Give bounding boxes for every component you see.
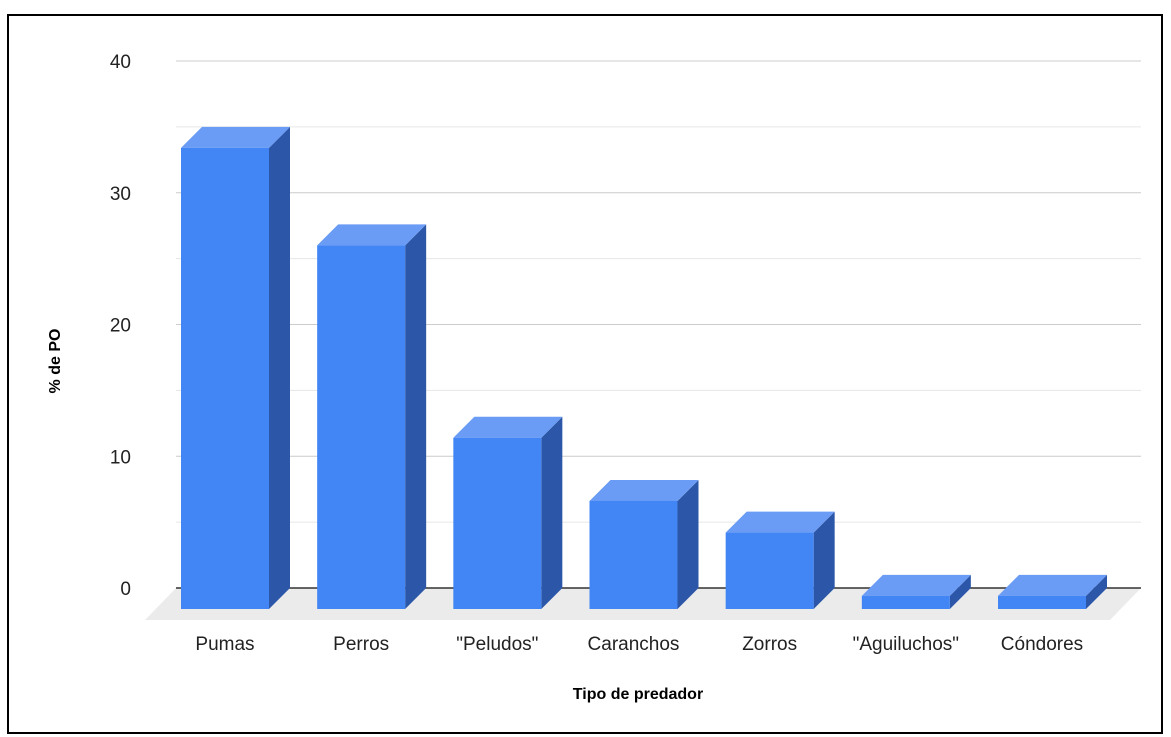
x-tick-label: Pumas bbox=[195, 634, 254, 655]
bar-side bbox=[813, 511, 835, 609]
y-tick-label: 30 bbox=[110, 184, 131, 205]
x-tick-label: Cóndores bbox=[1001, 634, 1083, 655]
bar-top bbox=[181, 126, 290, 148]
x-tick-label: Caranchos bbox=[588, 634, 680, 655]
bar-top bbox=[861, 574, 971, 596]
bar-front bbox=[725, 532, 814, 609]
bar-side bbox=[1086, 574, 1107, 609]
bar bbox=[998, 574, 1107, 609]
x-axis-title: Tipo de predador bbox=[573, 686, 703, 703]
bar bbox=[453, 416, 563, 609]
y-tick-label: 40 bbox=[110, 52, 131, 73]
x-tick-label: Zorros bbox=[742, 634, 797, 655]
bars bbox=[181, 126, 1107, 609]
bar-front bbox=[861, 595, 950, 609]
x-tick-label: "Peludos" bbox=[456, 634, 538, 655]
bar-top bbox=[453, 416, 563, 438]
tick-labels: 0 10 20 30 40 Pumas Perros "Peludos" Caranchos Zo… bbox=[110, 52, 1083, 655]
bar-top bbox=[317, 224, 427, 246]
x-tick-label: Perros bbox=[333, 634, 389, 655]
bar-side bbox=[269, 126, 290, 609]
y-tick-label: 10 bbox=[110, 447, 131, 468]
bar bbox=[861, 574, 971, 609]
bar-side bbox=[405, 224, 427, 609]
bar-top bbox=[589, 479, 699, 501]
bar-side bbox=[949, 574, 971, 609]
bar-top bbox=[725, 511, 835, 533]
bar-side bbox=[677, 479, 699, 609]
y-tick-label: 0 bbox=[120, 579, 131, 600]
bar-front bbox=[317, 245, 406, 609]
bar-front bbox=[589, 500, 678, 609]
bar-front bbox=[998, 595, 1086, 609]
bar bbox=[725, 511, 835, 609]
x-tick-label: "Aguiluchos" bbox=[853, 634, 959, 655]
bar-front bbox=[181, 147, 269, 609]
y-axis-title: % de PO bbox=[47, 329, 64, 394]
y-tick-label: 20 bbox=[110, 316, 131, 337]
bar-side bbox=[541, 416, 563, 609]
bar bbox=[181, 126, 290, 609]
bar-top bbox=[998, 574, 1107, 596]
bar bbox=[317, 224, 427, 609]
bar bbox=[589, 479, 699, 609]
bar-front bbox=[453, 437, 542, 609]
